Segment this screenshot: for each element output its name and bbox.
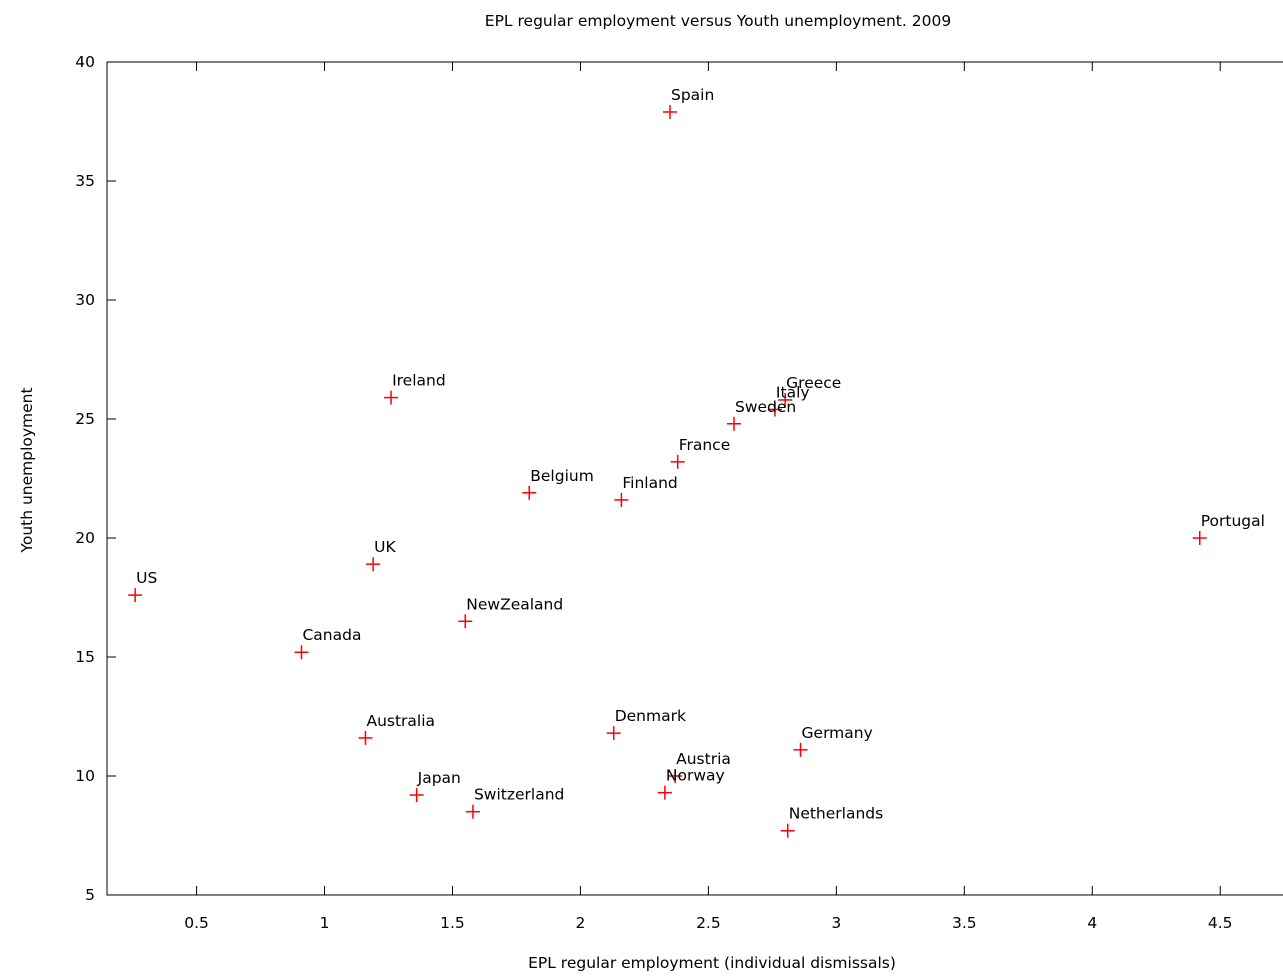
data-point-france: France [670, 436, 731, 469]
data-point-netherlands: Netherlands [780, 805, 883, 838]
y-tick-label: 30 [75, 291, 95, 309]
x-tick-label: 0.5 [184, 914, 209, 932]
data-point-norway: Norway [657, 767, 725, 800]
y-tick-label: 5 [85, 886, 95, 904]
plot-frame [106, 61, 1283, 896]
point-label: Greece [786, 374, 841, 392]
point-label: Finland [622, 474, 677, 492]
x-axis-label: EPL regular employment (individual dismi… [528, 954, 896, 972]
data-point-japan: Japan [409, 769, 461, 803]
x-tick-label: 4 [1087, 914, 1097, 932]
x-tick-label: 2 [576, 914, 586, 932]
point-label: Portugal [1201, 512, 1265, 530]
y-tick-label: 20 [75, 529, 95, 547]
data-point-us: US [128, 569, 157, 603]
data-point-ireland: Ireland [384, 372, 446, 405]
point-label: Spain [671, 86, 714, 104]
point-label: Ireland [392, 372, 446, 390]
x-tick-label: 4.5 [1208, 914, 1233, 932]
point-label: Austria [676, 750, 731, 768]
y-tick-label: 35 [75, 172, 95, 190]
y-axis: 5 10 15 20 25 30 35 40 [75, 53, 116, 904]
x-tick-label: 2.5 [696, 914, 721, 932]
data-point-spain: Spain [663, 86, 714, 119]
data-point-sweden: Sweden [726, 398, 796, 431]
x-axis: 0.5 1 1.5 2 2.5 3 3.5 4 4.5 [184, 62, 1233, 932]
data-point-greece: Greece [778, 374, 841, 407]
chart-title: EPL regular employment versus Youth unem… [485, 12, 951, 30]
point-label: UK [374, 538, 396, 556]
point-label: Italy [776, 383, 810, 401]
x-tick-label: 1.5 [440, 914, 465, 932]
point-label: NewZealand [466, 595, 563, 613]
x-tick-label: 3 [831, 914, 841, 932]
point-label: Canada [302, 626, 361, 644]
data-point-switzerland: Switzerland [465, 786, 564, 819]
point-label: Germany [802, 724, 873, 742]
data-point-canada: Canada [294, 626, 361, 660]
point-label: Denmark [615, 707, 686, 725]
data-point-denmark: Denmark [606, 707, 686, 741]
y-tick-label: 15 [75, 648, 95, 666]
point-label: Australia [366, 712, 435, 730]
x-tick-label: 3.5 [952, 914, 977, 932]
point-label: Netherlands [789, 805, 883, 823]
point-label: Sweden [735, 398, 796, 416]
data-point-italy: Italy [767, 383, 810, 417]
data-point-portugal: Portugal [1192, 512, 1265, 545]
data-point-finland: Finland [614, 474, 678, 507]
point-label: Japan [417, 769, 461, 787]
point-label: Switzerland [474, 786, 564, 804]
data-point-australia: Australia [358, 712, 435, 745]
y-tick-label: 10 [75, 767, 95, 785]
y-tick-label: 25 [75, 410, 95, 428]
data-point-uk: UK [366, 538, 396, 572]
point-label: Norway [666, 767, 725, 785]
point-label: Belgium [530, 467, 594, 485]
data-point-germany: Germany [793, 724, 873, 757]
y-tick-label: 40 [75, 53, 95, 71]
data-point-austria: Austria [668, 750, 731, 783]
data-point-newzealand: NewZealand [458, 595, 563, 629]
x-tick-label: 1 [320, 914, 330, 932]
point-label: US [136, 569, 157, 587]
data-point-belgium: Belgium [522, 467, 594, 500]
point-label: France [679, 436, 731, 454]
y-axis-label: Youth unemployment [18, 387, 36, 553]
